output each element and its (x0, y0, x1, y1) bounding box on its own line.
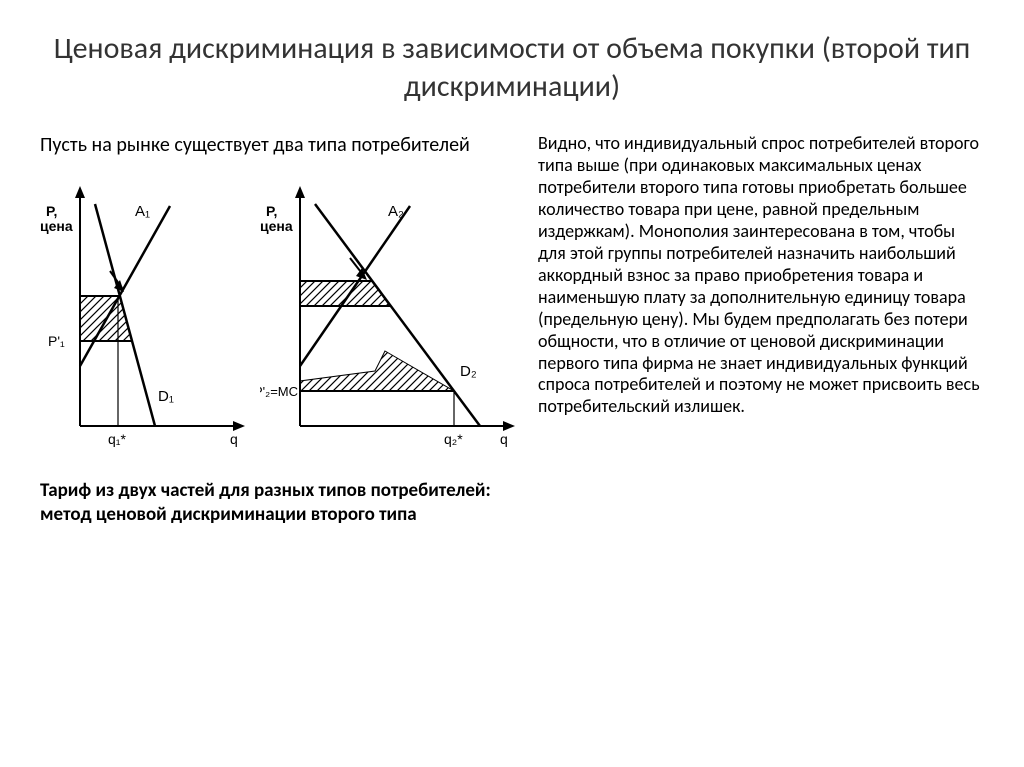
svg-text:P,: P, (46, 203, 57, 219)
chart-caption: Тариф из двух частей для разных типов по… (40, 479, 520, 527)
svg-text:A₂: A₂ (388, 203, 404, 220)
svg-text:P,: P, (266, 203, 277, 219)
svg-text:q: q (500, 431, 508, 447)
svg-text:q: q (230, 431, 238, 447)
body-paragraph: Видно, что индивидуальный спрос потребит… (538, 133, 984, 418)
svg-text:цена: цена (40, 218, 73, 234)
left-column: Пусть на рынке существует два типа потре… (40, 133, 520, 527)
chart-consumer-type-1: P, цена A₁ D₁ P'₁ q₁* q (40, 176, 250, 461)
charts-container: P, цена A₁ D₁ P'₁ q₁* q (40, 176, 520, 461)
chart2-svg: P, цена A₂ D₂ P'₂=MC q₂* q (260, 176, 520, 456)
intro-text: Пусть на рынке существует два типа потре… (40, 133, 520, 158)
svg-text:A₁: A₁ (135, 203, 150, 220)
page-title: Ценовая дискриминация в зависимости от о… (40, 30, 984, 105)
svg-text:q₁*: q₁* (108, 431, 127, 447)
content-row: Пусть на рынке существует два типа потре… (40, 133, 984, 527)
right-column: Видно, что индивидуальный спрос потребит… (538, 133, 984, 527)
svg-text:P'₁: P'₁ (48, 333, 65, 349)
svg-text:D₁: D₁ (158, 388, 174, 405)
svg-text:D₂: D₂ (460, 363, 477, 380)
svg-text:P'₂=MC: P'₂=MC (260, 384, 298, 399)
chart-consumer-type-2: P, цена A₂ D₂ P'₂=MC q₂* q (260, 176, 520, 461)
svg-text:q₂*: q₂* (444, 431, 463, 447)
svg-text:цена: цена (260, 218, 293, 234)
chart1-svg: P, цена A₁ D₁ P'₁ q₁* q (40, 176, 250, 456)
